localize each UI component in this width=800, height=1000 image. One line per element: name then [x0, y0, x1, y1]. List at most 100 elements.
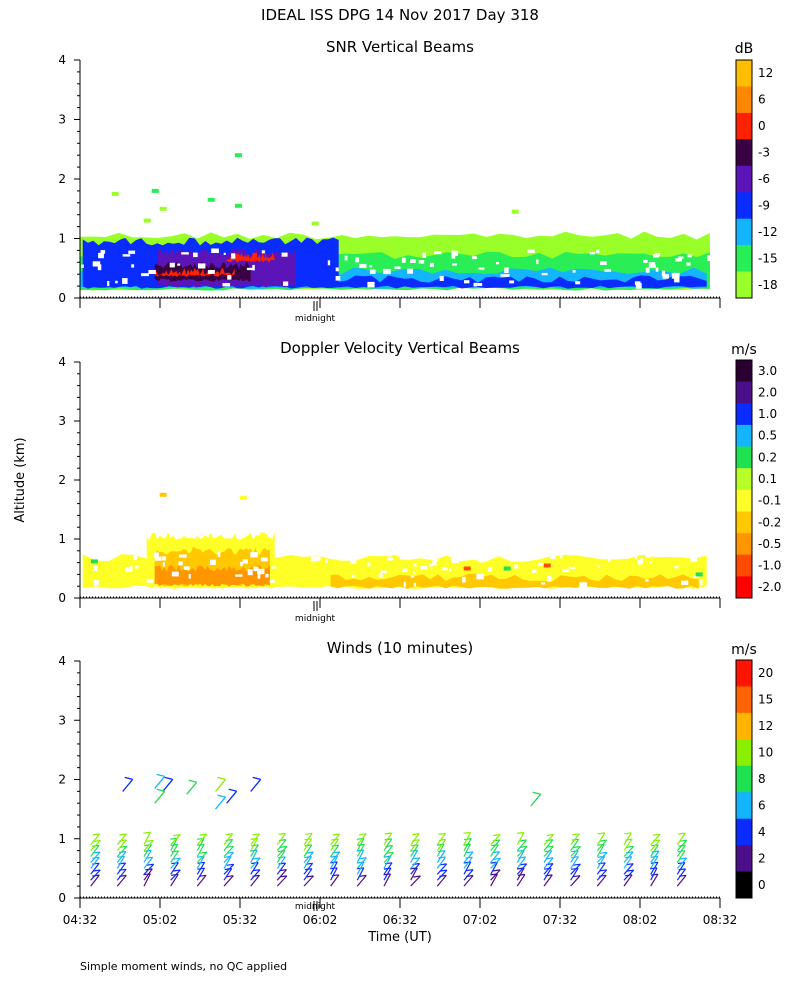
wind-barb [196, 833, 208, 846]
wind-barb [543, 850, 553, 863]
upper-wind-barb-flag-9 [532, 791, 541, 795]
echo-cell-6 [143, 218, 151, 223]
gap-cell [674, 277, 680, 283]
wind-barb-flag [519, 863, 527, 866]
gap-cell [471, 256, 477, 260]
gap-cell [261, 250, 265, 254]
gap-cell [422, 252, 427, 258]
wind-barb [170, 862, 179, 875]
wind-barb-flag [359, 857, 367, 860]
wind-barb [90, 833, 101, 846]
gap-cell [139, 553, 144, 557]
snr-panel-title: SNR Vertical Beams [326, 38, 474, 56]
colorbar-label: 0.5 [758, 429, 777, 443]
x-tick-label: 04:32 [63, 913, 98, 927]
wind-barb [250, 838, 259, 851]
gap-cell [169, 262, 175, 268]
wind-barb [676, 874, 687, 887]
gap-cell [402, 568, 408, 572]
colorbar-label: 6 [758, 93, 766, 107]
wind-barb [116, 855, 126, 869]
wind-barb-flag [384, 832, 392, 835]
y-tick-label: 2 [58, 773, 66, 787]
gap-cell [479, 554, 487, 559]
gap-cell [208, 270, 215, 274]
colorbar-swatch [736, 381, 752, 404]
wind-barb-flag [226, 863, 234, 866]
gap-cell [269, 580, 275, 583]
wind-barb [356, 875, 367, 887]
gap-cell [260, 557, 268, 562]
wind-barb [116, 875, 127, 887]
x-tick-label: 08:02 [623, 913, 658, 927]
wind-barb-flag [252, 833, 260, 836]
wind-barb [223, 875, 234, 887]
wind-barb-flag [463, 861, 471, 864]
upper-wind-barb-flag-0 [124, 776, 133, 781]
colorbar-frame [735, 59, 753, 299]
wind-barb [223, 833, 233, 846]
gap-cell [178, 561, 183, 566]
wind-barb [250, 862, 259, 875]
upper-wind-barb-6 [215, 796, 226, 810]
colorbar-swatch [736, 712, 752, 740]
wind-barb [143, 850, 152, 863]
wind-barb-flag [93, 869, 101, 872]
wind-barb [90, 869, 101, 881]
wind-barb-flag [466, 869, 474, 872]
wind-barb [143, 856, 154, 869]
upper-wind-barb-5 [215, 778, 226, 792]
upper-wind-barb-flag-6 [217, 794, 226, 798]
wind-barb-flag [250, 849, 258, 852]
wind-barb [250, 844, 259, 857]
y-axis-label: Altitude (km) [13, 437, 28, 522]
colorbar-label: 3.0 [758, 364, 777, 378]
data-layer-7 [226, 252, 275, 263]
wind-barb-flag [519, 839, 527, 842]
wind-barb [330, 861, 338, 875]
wind-barb [650, 844, 659, 857]
wind-barb-flag [226, 875, 234, 878]
colorbar-frame [735, 659, 753, 899]
wind-barb [196, 874, 207, 887]
wind-barb-flag [544, 867, 552, 870]
wind-barb [330, 855, 339, 869]
wind-barb [303, 832, 313, 846]
colorbar-label: 20 [758, 666, 773, 680]
wind-barb-flag [677, 861, 685, 865]
wind-barb-flag [146, 839, 154, 842]
colorbar-label: -0.1 [758, 494, 781, 508]
wind-barb-flag [93, 839, 101, 843]
wind-barb [356, 857, 367, 869]
wind-barb [436, 843, 445, 857]
wind-barb [170, 850, 179, 863]
colorbar-swatch [736, 576, 752, 599]
wind-barb-flag [359, 833, 367, 836]
colorbar-label: -6 [758, 172, 770, 186]
wind-barb [90, 862, 100, 875]
colorbar-swatch [736, 360, 752, 383]
gap-cell [429, 563, 433, 567]
colorbar-swatch [736, 245, 752, 272]
gap-cell [350, 558, 357, 564]
wind-barb [436, 863, 448, 875]
y-tick-label: 0 [58, 591, 66, 605]
gap-cell [394, 266, 401, 269]
colorbar-label: 12 [758, 719, 773, 733]
wind-barb-flag [304, 844, 312, 847]
x-tick-label: 05:02 [143, 913, 178, 927]
gap-cell [154, 552, 159, 558]
gap-cell [359, 263, 367, 268]
colorbar-label: -0.5 [758, 537, 781, 551]
gap-cell [674, 565, 679, 569]
wind-barb [196, 867, 206, 881]
wind-barb [650, 850, 660, 863]
colorbar-swatch [736, 192, 752, 220]
gap-cell [369, 265, 373, 268]
winds-midnight-label: midnight [295, 902, 336, 912]
wind-barb-flag [439, 863, 447, 866]
colorbar-swatch [736, 845, 752, 872]
gap-cell [439, 275, 444, 281]
gap-cell [177, 263, 181, 266]
wind-barb [623, 874, 633, 887]
